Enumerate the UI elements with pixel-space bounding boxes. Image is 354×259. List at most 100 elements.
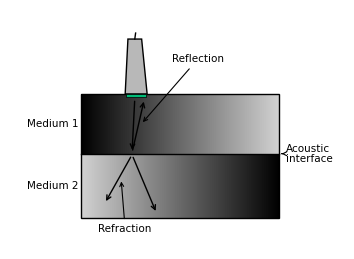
Bar <box>111 154 112 218</box>
Bar <box>190 154 191 218</box>
Bar <box>126 154 127 218</box>
Bar <box>112 94 113 154</box>
Bar <box>108 154 109 218</box>
Bar <box>263 94 264 154</box>
Bar <box>184 154 185 218</box>
Bar <box>131 154 132 218</box>
Bar <box>88 94 89 154</box>
Bar <box>180 154 181 218</box>
Bar <box>154 94 155 154</box>
Bar <box>132 94 133 154</box>
Bar <box>191 154 192 218</box>
Bar <box>265 154 266 218</box>
Bar <box>229 154 230 218</box>
Text: Refraction: Refraction <box>98 183 152 234</box>
Bar <box>196 94 197 154</box>
Bar <box>206 94 207 154</box>
Bar <box>137 94 138 154</box>
Bar <box>207 154 208 218</box>
Bar <box>266 94 267 154</box>
Bar <box>197 94 198 154</box>
Bar <box>144 94 145 154</box>
Bar <box>186 94 187 154</box>
Bar <box>208 94 209 154</box>
Bar <box>82 154 83 218</box>
Bar <box>130 94 131 154</box>
Text: Acoustic: Acoustic <box>286 144 330 154</box>
Bar <box>92 154 93 218</box>
Bar <box>257 94 258 154</box>
Bar <box>206 154 207 218</box>
Bar <box>171 154 172 218</box>
Bar <box>117 154 118 218</box>
Bar <box>125 94 126 154</box>
Bar <box>244 154 245 218</box>
Bar <box>102 94 103 154</box>
Bar <box>255 94 256 154</box>
Bar <box>193 154 194 218</box>
Bar <box>159 154 160 218</box>
Bar <box>239 154 240 218</box>
Text: Medium 2: Medium 2 <box>27 181 79 191</box>
Bar <box>117 94 118 154</box>
Bar <box>148 94 149 154</box>
Bar <box>218 154 219 218</box>
Bar <box>102 154 103 218</box>
Bar <box>143 94 144 154</box>
Bar <box>121 94 122 154</box>
Bar <box>271 94 272 154</box>
Bar <box>103 154 104 218</box>
Bar <box>172 154 173 218</box>
Bar <box>213 94 214 154</box>
Bar <box>175 94 176 154</box>
Bar <box>157 94 158 154</box>
Bar <box>220 94 221 154</box>
Bar <box>163 94 164 154</box>
Bar <box>202 154 203 218</box>
Bar <box>257 154 258 218</box>
Bar <box>156 154 157 218</box>
Bar <box>119 94 120 154</box>
Bar <box>115 154 116 218</box>
Bar <box>167 154 168 218</box>
Bar <box>181 94 182 154</box>
Bar <box>188 154 189 218</box>
Bar <box>111 94 112 154</box>
Bar <box>246 94 247 154</box>
Bar <box>108 94 109 154</box>
Bar <box>227 154 228 218</box>
Bar <box>161 154 162 218</box>
Bar <box>85 154 86 218</box>
Bar <box>169 94 170 154</box>
Bar <box>192 94 193 154</box>
Bar <box>212 94 213 154</box>
Bar <box>228 94 229 154</box>
Bar <box>83 154 84 218</box>
Bar <box>253 154 254 218</box>
Bar <box>90 94 91 154</box>
Bar <box>142 94 143 154</box>
Bar <box>110 154 111 218</box>
Bar <box>86 154 87 218</box>
Bar <box>182 154 183 218</box>
Bar <box>203 154 204 218</box>
Bar <box>233 94 234 154</box>
Bar <box>118 94 119 154</box>
Bar <box>106 94 107 154</box>
Bar <box>165 94 166 154</box>
Bar <box>149 154 150 218</box>
Bar <box>112 154 113 218</box>
Bar <box>127 154 128 218</box>
Bar <box>203 94 204 154</box>
Bar <box>198 154 199 218</box>
Bar <box>187 154 188 218</box>
Bar <box>181 154 182 218</box>
Bar <box>145 94 146 154</box>
Bar <box>153 94 154 154</box>
Bar <box>187 94 188 154</box>
Bar <box>115 94 116 154</box>
Bar <box>97 154 98 218</box>
Bar <box>185 94 186 154</box>
Bar <box>259 154 260 218</box>
Bar <box>185 154 186 218</box>
